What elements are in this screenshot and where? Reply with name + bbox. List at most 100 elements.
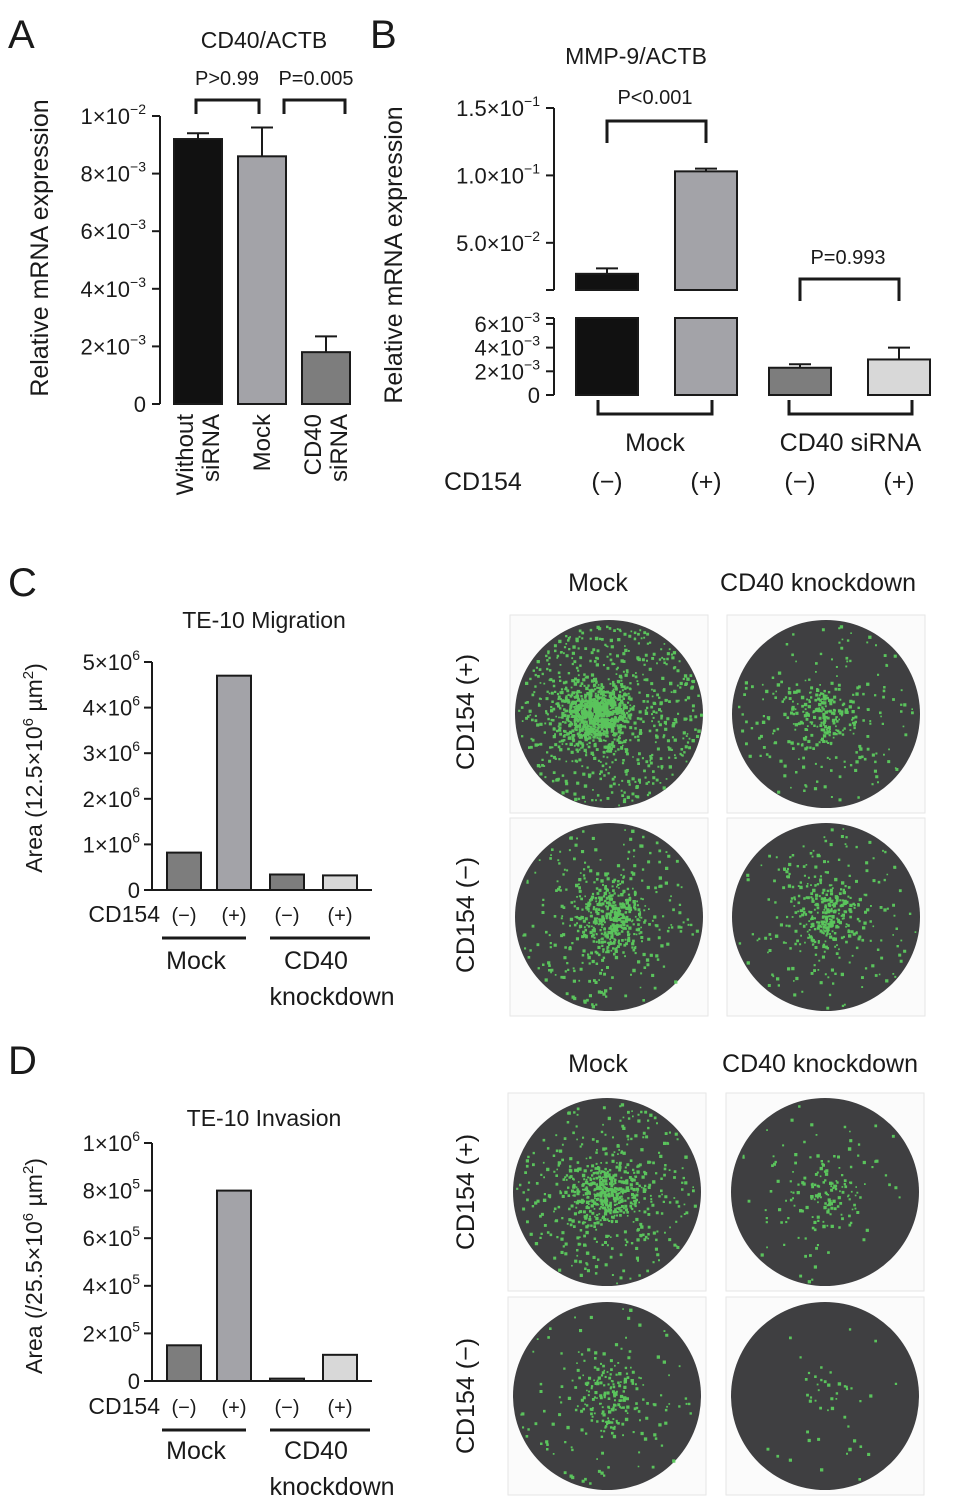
micrograph-cells bbox=[738, 625, 914, 802]
chart-b-group-label: Mock bbox=[625, 429, 685, 457]
chart-b-cd154-value: (+) bbox=[883, 468, 914, 496]
panel-letter-b: B bbox=[370, 13, 397, 57]
micrograph-cells bbox=[738, 828, 917, 1010]
chart-a-y-tick-label: 8×10−3 bbox=[80, 159, 146, 187]
panel-letter-c: C bbox=[8, 561, 37, 605]
chart-b-group-bracket bbox=[596, 400, 714, 416]
chart-b-group-bracket bbox=[787, 400, 914, 416]
chart-c-group-label: CD40 bbox=[284, 947, 348, 975]
chart-b-error-bar bbox=[596, 267, 618, 274]
chart-c-y-tick-label: 1×106 bbox=[83, 829, 141, 857]
chart-a-bar bbox=[173, 138, 223, 405]
chart-b-ylabel: Relative mRNA expression bbox=[380, 106, 408, 403]
chart-a-comparison-bracket bbox=[282, 98, 347, 114]
chart-d-cd154-value: (−) bbox=[275, 1397, 300, 1419]
chart-b-y-tick-label: 0 bbox=[528, 383, 540, 408]
chart-a-y-tick-label: 4×10−3 bbox=[80, 274, 146, 302]
chart-b-y-tick-label: 6×10−3 bbox=[474, 309, 540, 337]
chart-a-y-tick-label: 1×10−2 bbox=[80, 101, 146, 129]
panel-c-cd40-header: CD40 knockdown bbox=[720, 569, 916, 597]
chart-a-p-value: P>0.99 bbox=[195, 68, 259, 90]
chart-d-group-label: knockdown bbox=[269, 1473, 394, 1501]
chart-b-bar-upper bbox=[575, 272, 639, 292]
panel-letter-a: A bbox=[8, 13, 35, 57]
chart-d-cd154-value: (−) bbox=[172, 1397, 197, 1419]
chart-b-title: MMP-9/ACTB bbox=[565, 43, 707, 69]
chart-a-comparison-bracket bbox=[194, 98, 261, 114]
chart-c-cd154-value: (−) bbox=[275, 905, 300, 927]
chart-c-y-tick-label: 2×106 bbox=[83, 784, 141, 812]
chart-b-y-tick-label: 2×10−3 bbox=[474, 356, 540, 384]
chart-d-y-tick-label: 6×105 bbox=[83, 1223, 141, 1251]
chart-b-cd154-value: (−) bbox=[784, 468, 815, 496]
chart-d-bar bbox=[322, 1353, 358, 1382]
chart-a-category-label: CD40 bbox=[300, 414, 327, 475]
chart-d-group-label: CD40 bbox=[284, 1437, 348, 1465]
chart-d-cd154-value: (+) bbox=[222, 1397, 247, 1419]
chart-b-bar-lower bbox=[575, 317, 639, 396]
micrograph-well-circle bbox=[731, 1302, 919, 1490]
chart-b-error-bar bbox=[888, 346, 910, 360]
chart-c-cd154-value: (−) bbox=[172, 905, 197, 927]
chart-d-ylabel: Area (/25.5×106 µm2) bbox=[20, 1158, 47, 1374]
chart-c-group-label: Mock bbox=[166, 947, 226, 975]
chart-a-y-tick-label: 0 bbox=[134, 392, 146, 417]
chart-d-y-tick-label: 8×105 bbox=[83, 1176, 141, 1204]
chart-b-y-tick-label: 1.0×10−1 bbox=[456, 160, 540, 188]
chart-b-p-value: P=0.993 bbox=[810, 247, 885, 269]
chart-d-cd154-label: CD154 bbox=[88, 1393, 160, 1419]
chart-d-group-label: Mock bbox=[166, 1437, 226, 1465]
chart-d-y-tick-label: 2×105 bbox=[83, 1318, 141, 1346]
chart-c-cd154-value: (+) bbox=[328, 905, 353, 927]
chart-c-group-label: knockdown bbox=[269, 983, 394, 1011]
chart-b-p-value: P<0.001 bbox=[617, 87, 692, 109]
panel-d-mock-header: Mock bbox=[568, 1050, 628, 1078]
micrograph-well bbox=[509, 614, 709, 814]
chart-c-cd154-value: (+) bbox=[222, 905, 247, 927]
chart-b-cd154-value: (−) bbox=[591, 468, 622, 496]
panel-c-mock-header: Mock bbox=[568, 569, 628, 597]
chart-a-ylabel: Relative mRNA expression bbox=[26, 99, 54, 396]
chart-b-error-bar bbox=[695, 167, 717, 172]
chart-c-y-tick-label: 4×106 bbox=[83, 693, 141, 721]
chart-c-cd154-label: CD154 bbox=[88, 901, 160, 927]
chart-d-bar bbox=[166, 1344, 202, 1383]
chart-d-cd154-value: (+) bbox=[328, 1397, 353, 1419]
chart-b-y-tick-label: 4×10−3 bbox=[474, 333, 540, 361]
chart-c-y-tick-label: 3×106 bbox=[83, 738, 141, 766]
chart-b-bar-lower bbox=[674, 317, 738, 396]
micrograph-well bbox=[725, 1092, 925, 1292]
chart-d-y-tick-label: 1×106 bbox=[83, 1128, 141, 1156]
chart-b-bar-upper bbox=[674, 170, 738, 291]
chart-c-bar bbox=[269, 873, 305, 891]
chart-a-p-value: P=0.005 bbox=[278, 68, 353, 90]
micrograph-well bbox=[507, 1296, 707, 1496]
micrograph-grid bbox=[507, 614, 926, 1496]
chart-b-y-tick-label: 5.0×10−2 bbox=[456, 228, 540, 256]
micrograph-well-circle bbox=[513, 1098, 701, 1286]
chart-b-comparison-bracket bbox=[605, 119, 708, 143]
chart-a-category-label: Mock bbox=[249, 413, 276, 471]
chart-c-y-tick-label: 5×106 bbox=[83, 647, 141, 675]
chart-c: 0 1×106 2×106 3×106 4×106 5×106 CD154 (−) (+) (−)… bbox=[83, 647, 395, 1011]
panel-c-row-plus: CD154 (+) bbox=[452, 654, 480, 770]
chart-b-comparison-bracket bbox=[798, 277, 901, 301]
micrograph-well bbox=[726, 614, 926, 814]
panel-d-row-minus: CD154 (−) bbox=[452, 1338, 480, 1454]
chart-d-bar bbox=[216, 1189, 252, 1382]
micrograph-cells bbox=[516, 1103, 697, 1285]
chart-c-title: TE-10 Migration bbox=[182, 607, 346, 633]
chart-d-y-tick-label: 4×105 bbox=[83, 1271, 141, 1299]
panel-d-row-plus: CD154 (+) bbox=[452, 1134, 480, 1250]
micrograph-well bbox=[509, 817, 709, 1017]
chart-d-bar bbox=[269, 1377, 305, 1382]
chart-c-y-tick-label: 0 bbox=[128, 878, 140, 903]
micrograph-well-circle bbox=[513, 1302, 701, 1490]
chart-a-bar bbox=[301, 351, 351, 406]
chart-b: 5.0×10−2 1.0×10−1 1.5×10−1 02×10−34×10−36×1… bbox=[444, 87, 931, 496]
chart-c-bar bbox=[322, 874, 358, 892]
chart-c-bar bbox=[166, 851, 202, 891]
chart-b-group-label: CD40 siRNA bbox=[780, 429, 922, 457]
chart-a-error-bar bbox=[251, 126, 273, 157]
